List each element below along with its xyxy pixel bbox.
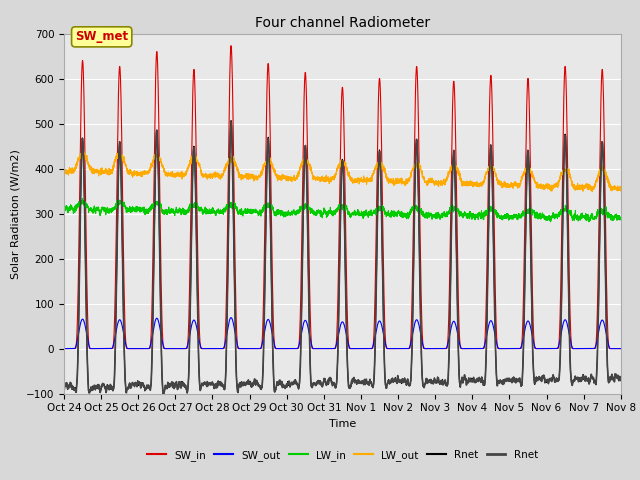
Rnet — [161, 388, 168, 394]
LW_in — [616, 215, 624, 220]
SW_in — [60, 346, 68, 351]
Rnet — [159, 392, 167, 398]
Rnet — [161, 389, 168, 395]
Line: SW_in: SW_in — [64, 46, 621, 348]
Rnet — [616, 377, 624, 383]
Rnet — [60, 389, 68, 395]
Rnet — [499, 380, 507, 386]
SW_in — [617, 346, 625, 351]
Rnet — [322, 380, 330, 386]
Rnet — [499, 380, 507, 386]
Legend: SW_in, SW_out, LW_in, LW_out, Rnet, Rnet: SW_in, SW_out, LW_in, LW_out, Rnet, Rnet — [143, 445, 542, 465]
SW_out — [499, 346, 507, 351]
Rnet — [159, 392, 167, 397]
Line: Rnet: Rnet — [64, 122, 621, 395]
Rnet — [468, 376, 476, 382]
Rnet — [227, 118, 235, 123]
LW_out — [322, 173, 330, 179]
SW_in — [436, 346, 444, 351]
Line: Rnet: Rnet — [64, 120, 621, 395]
LW_out — [436, 180, 444, 186]
LW_out — [467, 180, 475, 186]
SW_out — [436, 346, 444, 351]
Rnet — [436, 379, 444, 385]
Rnet — [617, 378, 625, 384]
SW_out — [160, 345, 168, 350]
SW_out — [227, 315, 235, 321]
SW_out — [617, 346, 625, 351]
LW_in — [161, 209, 168, 215]
Title: Four channel Radiometer: Four channel Radiometer — [255, 16, 430, 30]
Rnet — [617, 376, 625, 382]
Rnet — [616, 377, 624, 383]
LW_out — [616, 186, 624, 192]
SW_in — [616, 346, 624, 351]
SW_out — [616, 346, 624, 351]
LW_out — [161, 168, 168, 173]
SW_in — [160, 346, 168, 351]
LW_in — [60, 209, 68, 215]
SW_out — [60, 346, 68, 351]
Line: SW_out: SW_out — [64, 318, 621, 348]
LW_out — [588, 189, 596, 194]
LW_in — [617, 216, 625, 222]
LW_out — [80, 148, 88, 154]
SW_out — [467, 346, 475, 351]
SW_in — [499, 346, 507, 351]
SW_in — [322, 346, 330, 351]
Text: SW_met: SW_met — [75, 30, 128, 43]
LW_out — [617, 186, 625, 192]
SW_in — [467, 346, 475, 351]
LW_in — [467, 210, 475, 216]
Y-axis label: Solar Radiation (W/m2): Solar Radiation (W/m2) — [10, 149, 20, 278]
Rnet — [227, 119, 235, 125]
Line: LW_in: LW_in — [64, 199, 621, 222]
LW_in — [436, 212, 444, 218]
Line: LW_out: LW_out — [64, 151, 621, 192]
LW_out — [60, 165, 68, 170]
Rnet — [436, 379, 444, 385]
Rnet — [60, 388, 68, 394]
Rnet — [468, 378, 476, 384]
Rnet — [322, 381, 330, 387]
LW_in — [547, 219, 554, 225]
X-axis label: Time: Time — [329, 419, 356, 429]
LW_in — [499, 214, 507, 219]
LW_in — [79, 196, 86, 202]
SW_in — [227, 43, 235, 48]
LW_in — [322, 208, 330, 214]
LW_out — [499, 184, 507, 190]
SW_out — [322, 346, 330, 351]
